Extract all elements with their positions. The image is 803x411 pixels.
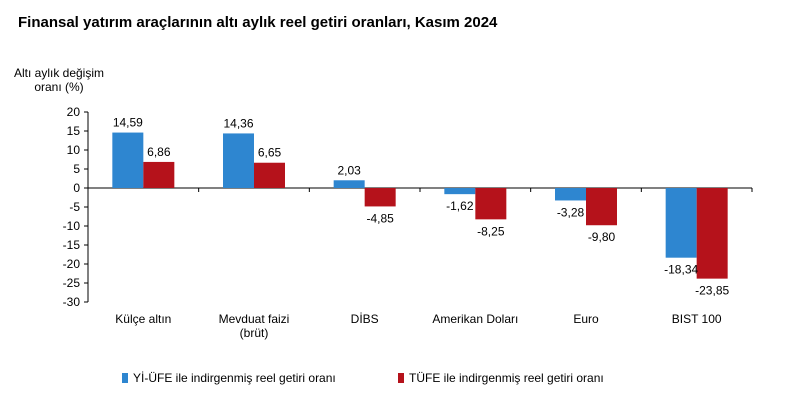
- bar-yi-ufe: [555, 188, 586, 201]
- category-label: BIST 100: [672, 312, 722, 326]
- category-label: DİBS: [351, 312, 379, 326]
- legend-label: TÜFE ile indirgenmiş reel getiri oranı: [409, 371, 604, 385]
- y-tick-label: 5: [73, 162, 80, 176]
- category-label: Euro: [573, 312, 599, 326]
- y-axis-label-line: oranı (%): [34, 80, 83, 94]
- legend: Yİ-ÜFE ile indirgenmiş reel getiri oranı…: [122, 371, 604, 385]
- category-labels: Külçe altın Mevduat faizi(brüt) DİBS Amerik…: [115, 312, 722, 340]
- bar-tufe: [586, 188, 617, 226]
- y-axis-label-line: Altı aylık değişim: [14, 66, 104, 80]
- y-tick-label: -20: [63, 257, 81, 271]
- data-label: 14,59: [113, 116, 143, 130]
- bar-yi-ufe: [112, 132, 144, 188]
- y-tick-label: 0: [73, 181, 80, 195]
- y-tick-label: -10: [63, 219, 81, 233]
- data-label: -23,85: [695, 284, 729, 298]
- chart-title: Finansal yatırım araçlarının altı aylık …: [18, 14, 498, 31]
- bars: [112, 132, 728, 279]
- y-tick-label: -15: [63, 238, 81, 252]
- y-tick-label: -30: [63, 295, 81, 309]
- data-labels: 14,59 14,36 2,03 -1,62 -3,28 -18,34 6,86 6,65 -4…: [113, 116, 730, 298]
- y-tick-label: 10: [67, 143, 81, 157]
- bar-tufe: [143, 161, 175, 188]
- axes: 20 15 10 5 0 -5 -10 -15 -20 -25 -30: [63, 105, 753, 309]
- bar-tufe: [475, 188, 507, 220]
- bar-tufe: [254, 162, 285, 188]
- legend-label: Yİ-ÜFE ile indirgenmiş reel getiri oranı: [133, 371, 336, 385]
- y-tick-label: 20: [67, 105, 81, 119]
- y-tick-label: 15: [67, 124, 81, 138]
- bar-tufe: [364, 188, 396, 207]
- data-label: -1,62: [446, 199, 474, 213]
- category-label: Amerikan Doları: [432, 312, 518, 326]
- data-label: -18,34: [664, 263, 698, 277]
- category-label: Külçe altın: [115, 312, 171, 326]
- bar-yi-ufe: [223, 133, 254, 188]
- y-tick-label: -25: [63, 276, 81, 290]
- data-label: -8,25: [477, 224, 505, 238]
- y-tick-label: -5: [69, 200, 80, 214]
- legend-swatch: [398, 373, 404, 383]
- data-label: -3,28: [557, 205, 585, 219]
- bar-tufe: [696, 188, 728, 279]
- data-label: 6,86: [147, 145, 171, 159]
- bar-yi-ufe: [333, 180, 365, 188]
- data-label: 6,65: [258, 146, 282, 160]
- bar-yi-ufe: [444, 188, 476, 195]
- bar-yi-ufe: [665, 188, 697, 258]
- data-label: 2,03: [337, 163, 361, 177]
- category-label: (brüt): [240, 326, 269, 340]
- data-label: -9,80: [588, 230, 616, 244]
- data-label: 14,36: [223, 116, 253, 130]
- legend-swatch: [122, 373, 128, 383]
- data-label: -4,85: [366, 211, 394, 225]
- category-label: Mevduat faizi: [219, 312, 290, 326]
